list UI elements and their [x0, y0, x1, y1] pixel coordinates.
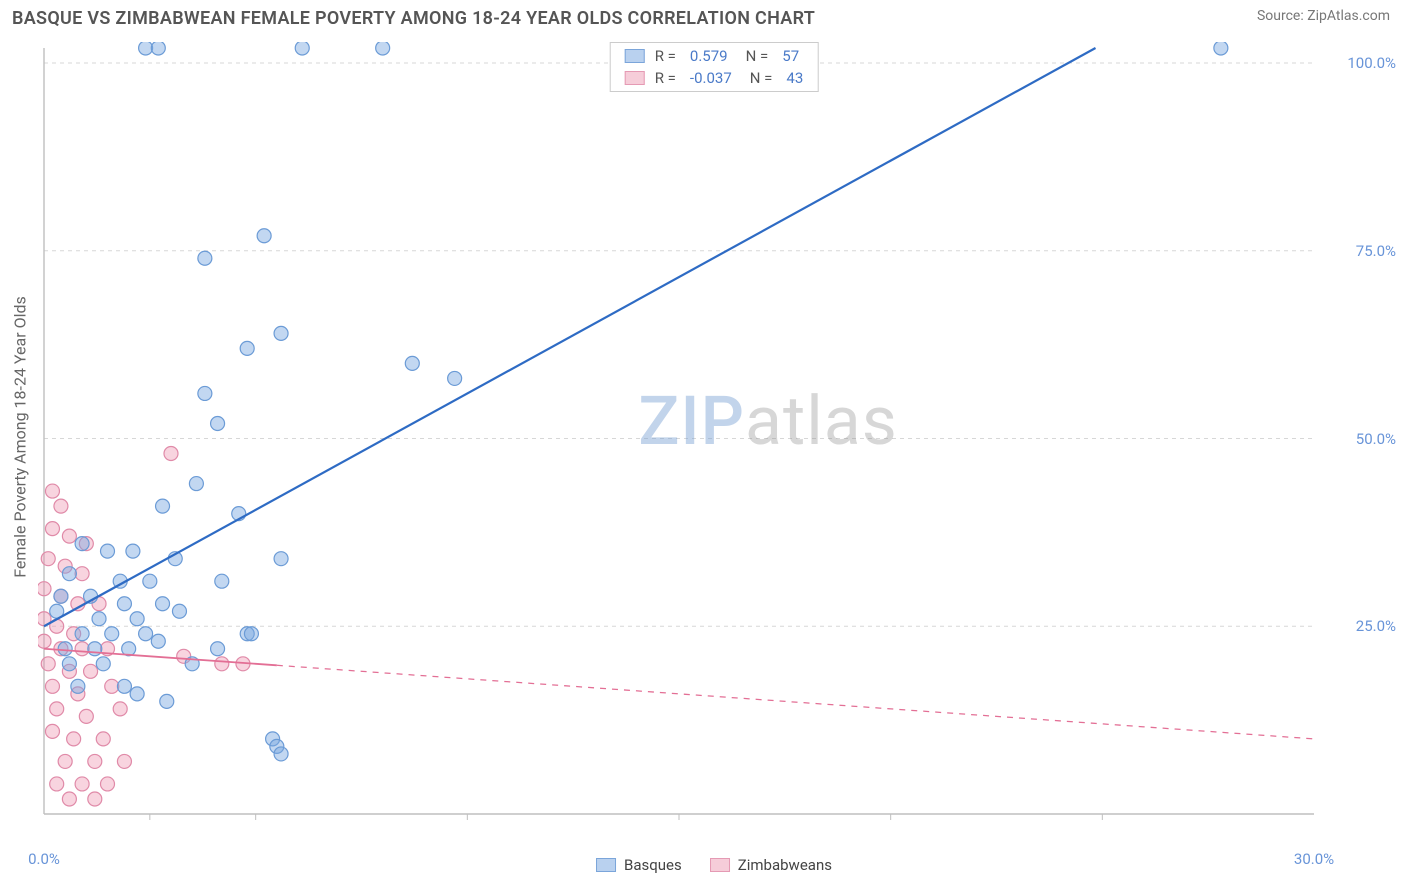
y-tick-label: 75.0%: [1356, 242, 1396, 260]
y-tick-label: 100.0%: [1347, 54, 1396, 72]
bottom-legend: Basques Zimbabweans: [596, 856, 832, 874]
plot-container: Female Poverty Among 18-24 Year Olds ZIP…: [38, 42, 1390, 832]
chart-title: BASQUE VS ZIMBABWEAN FEMALE POVERTY AMON…: [12, 8, 815, 29]
y-axis-label: Female Poverty Among 18-24 Year Olds: [11, 296, 30, 578]
n-label: N =: [750, 69, 773, 87]
r-value-zimbabweans: -0.037: [690, 69, 732, 87]
legend-label-basques: Basques: [624, 856, 682, 874]
legend-label-zimbabweans: Zimbabweans: [738, 856, 832, 874]
y-tick-label: 25.0%: [1356, 617, 1396, 635]
swatch-zimbabweans: [710, 858, 730, 872]
legend-item-zimbabweans: Zimbabweans: [710, 856, 832, 874]
n-value-zimbabweans: 43: [786, 69, 803, 87]
x-tick-label: 0.0%: [28, 850, 60, 868]
y-tick-label: 50.0%: [1356, 430, 1396, 448]
r-label: R =: [655, 69, 676, 87]
n-value-basques: 57: [782, 47, 799, 65]
stats-legend: R = 0.579 N = 57 R = -0.037 N = 43: [610, 42, 819, 92]
n-label: N =: [746, 47, 769, 65]
swatch-basques: [596, 858, 616, 872]
swatch-basques: [625, 49, 645, 63]
source-label: Source: ZipAtlas.com: [1257, 8, 1390, 24]
stats-row-basques: R = 0.579 N = 57: [611, 45, 818, 67]
r-value-basques: 0.579: [690, 47, 728, 65]
legend-item-basques: Basques: [596, 856, 682, 874]
r-label: R =: [655, 47, 676, 65]
stats-row-zimbabweans: R = -0.037 N = 43: [611, 67, 818, 89]
x-tick-label: 30.0%: [1294, 850, 1334, 868]
swatch-zimbabweans: [625, 71, 645, 85]
scatter-plot: [38, 42, 1390, 832]
